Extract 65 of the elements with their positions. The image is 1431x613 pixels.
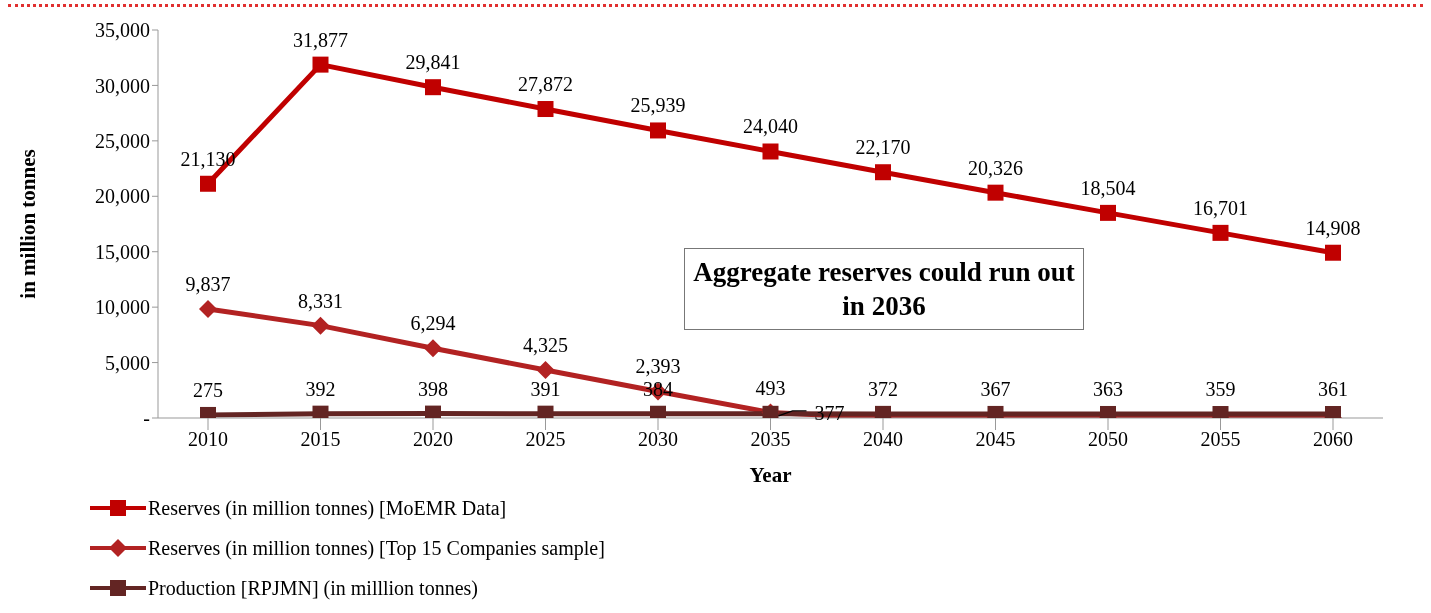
data-label: 16,701 <box>1193 196 1248 219</box>
y-tick-label: 35,000 <box>95 19 150 42</box>
legend-label: Production [RPJMN] (in milllion tonnes) <box>148 576 478 600</box>
x-tick-label: 2020 <box>413 428 453 451</box>
x-tick-label: 2015 <box>300 428 341 451</box>
point <box>537 101 554 118</box>
data-label: 24,040 <box>743 115 798 138</box>
point <box>424 339 442 358</box>
data-label: 392 <box>305 377 336 400</box>
data-label: 359 <box>1205 378 1236 401</box>
data-label: 361 <box>1318 378 1348 400</box>
point <box>311 316 330 335</box>
y-tick-label: - <box>143 407 150 430</box>
data-label: 391 <box>530 377 561 400</box>
data-label: 2,393 <box>635 355 681 378</box>
data-label: 372 <box>868 377 898 400</box>
data-label: 398 <box>418 377 448 400</box>
data-label: 31,877 <box>293 28 348 51</box>
data-label: 367 <box>980 377 1011 400</box>
data-label: 27,872 <box>518 73 573 96</box>
point <box>536 361 555 380</box>
x-tick-label: 2010 <box>188 428 228 451</box>
data-label: 22,170 <box>855 136 911 159</box>
y-axis-title: in million tonnes <box>16 149 41 299</box>
x-tick-label: 2040 <box>863 428 903 451</box>
x-tick-label: 2030 <box>638 428 678 451</box>
data-label: 9,837 <box>185 272 231 295</box>
y-tick-label: 30,000 <box>95 74 150 97</box>
point <box>200 175 216 192</box>
data-label: 8,331 <box>298 289 343 312</box>
annotation: Aggregate reserves could run out in 2036 <box>684 248 1084 330</box>
x-axis-title: Year <box>749 463 792 487</box>
y-tick-label: 25,000 <box>95 129 150 152</box>
data-label: 20,326 <box>968 156 1023 179</box>
y-tick-label: 5,000 <box>105 351 150 374</box>
y-tick-label: 10,000 <box>95 296 150 319</box>
data-label: 6,294 <box>410 312 456 335</box>
x-tick-label: 2060 <box>1313 428 1353 451</box>
legend-label: Reserves (in million tonnes) [Top 15 Companies sample] <box>148 536 605 560</box>
point <box>312 56 329 73</box>
x-tick-label: 2025 <box>525 428 566 451</box>
point <box>425 79 441 96</box>
x-tick-label: 2045 <box>975 428 1016 451</box>
point <box>1100 204 1116 221</box>
data-label: 275 <box>193 378 223 401</box>
point <box>875 164 891 181</box>
point <box>199 299 217 318</box>
point <box>1325 244 1341 261</box>
data-label: 4,325 <box>523 334 568 357</box>
legend-label: Reserves (in million tonnes) [MoEMR Data] <box>148 496 507 520</box>
point <box>762 143 779 160</box>
data-label: 29,841 <box>405 51 461 74</box>
point <box>987 184 1004 201</box>
y-tick-label: 20,000 <box>95 185 150 208</box>
point <box>1212 224 1229 241</box>
data-label: 14,908 <box>1305 216 1361 239</box>
data-label: 18,504 <box>1080 176 1136 199</box>
data-label: 363 <box>1093 377 1123 400</box>
point <box>650 122 666 139</box>
data-label: 493 <box>755 376 786 399</box>
x-tick-label: 2055 <box>1200 428 1241 451</box>
y-tick-label: 15,000 <box>95 240 150 263</box>
x-tick-label: 2050 <box>1088 428 1128 451</box>
data-label: 25,939 <box>630 94 686 117</box>
x-tick-label: 2035 <box>750 428 791 451</box>
